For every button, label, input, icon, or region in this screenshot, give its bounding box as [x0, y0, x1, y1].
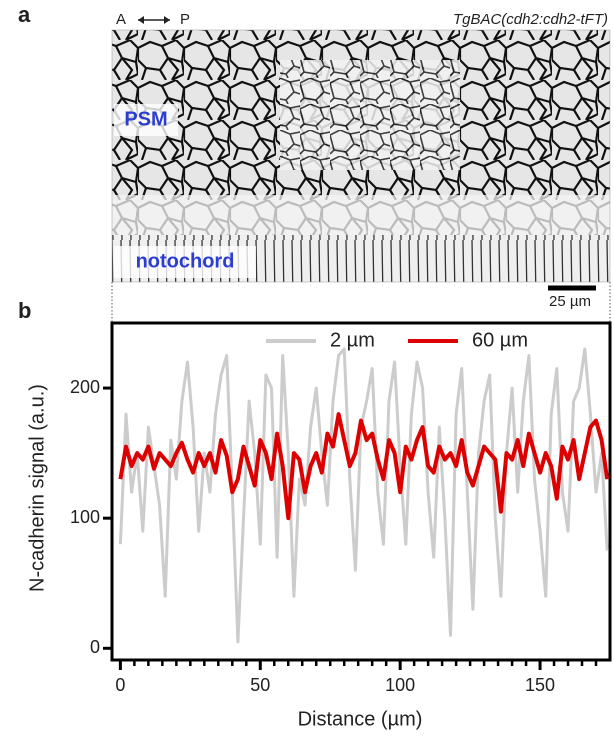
x-tick-label: 150 — [525, 675, 555, 695]
y-axis-label: N-cadherin signal (a.u.) — [26, 384, 48, 592]
scale-label: 25 µm — [549, 293, 591, 310]
panel-label: b — [18, 298, 31, 323]
label-bg — [114, 104, 178, 136]
legend-label: 2 µm — [330, 329, 375, 351]
x-tick-label: 100 — [385, 675, 415, 695]
axis-label: A — [116, 11, 126, 28]
panel-label: a — [18, 2, 31, 27]
x-tick-label: 0 — [115, 675, 125, 695]
y-tick-label: 100 — [70, 507, 100, 527]
line-label: TgBAC(cdh2:cdh2-tFT) — [453, 11, 608, 28]
series-line — [118, 347, 609, 644]
label-bg — [114, 246, 256, 278]
micrograph — [111, 29, 611, 283]
y-tick-label: 0 — [90, 637, 100, 657]
series-line — [118, 412, 610, 521]
x-axis-label: Distance (µm) — [298, 708, 423, 730]
region-label: notochord — [136, 250, 235, 272]
axis-label: P — [180, 11, 190, 28]
x-tick-label: 50 — [250, 675, 270, 695]
y-tick-label: 200 — [70, 377, 100, 397]
legend-label: 60 µm — [472, 329, 528, 351]
region-label: PSM — [124, 108, 167, 130]
plot-frame — [110, 321, 612, 662]
